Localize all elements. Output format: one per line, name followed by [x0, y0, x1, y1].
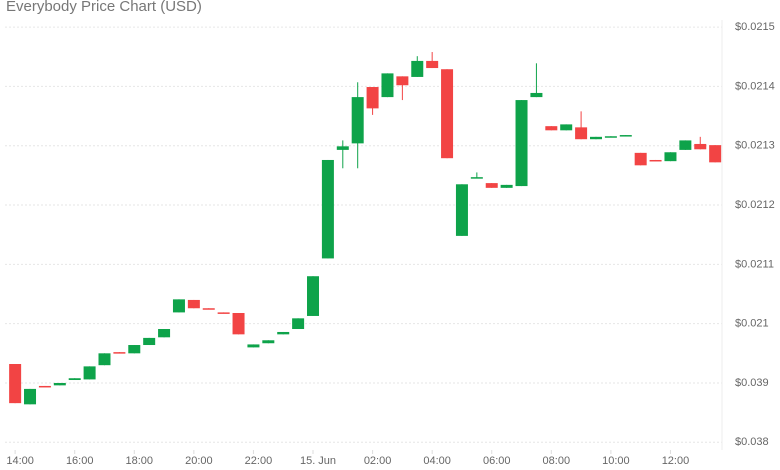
candle-body — [9, 364, 22, 404]
x-tick-label: 02:00 — [364, 455, 392, 467]
candle-body — [68, 378, 81, 381]
candle-body — [336, 146, 349, 150]
x-tick-label: 08:00 — [543, 455, 571, 467]
y-tick-label: $0.039 — [735, 377, 769, 389]
candle-body — [128, 345, 141, 354]
candle-body — [411, 60, 424, 77]
candle-body — [530, 92, 543, 98]
candle-body — [24, 388, 37, 405]
candle-body — [83, 366, 96, 380]
candle-body — [470, 177, 483, 179]
candle-body — [545, 126, 558, 131]
candle-body — [53, 382, 66, 386]
x-tick-label: 14:00 — [6, 455, 34, 467]
candle-body — [247, 344, 260, 348]
candle-body — [366, 87, 379, 109]
candle-body — [619, 135, 632, 137]
y-tick-label: $0.0213 — [735, 140, 775, 152]
y-tick-label: $0.0212 — [735, 199, 775, 211]
candle-body — [664, 152, 677, 162]
candle-body — [426, 60, 439, 69]
candle-body — [575, 127, 588, 140]
x-tick-label: 10:00 — [602, 455, 630, 467]
x-tick-label: 06:00 — [483, 455, 511, 467]
candle-body — [307, 276, 320, 316]
candle-body — [292, 318, 305, 330]
x-tick-label: 15. Jun — [300, 455, 336, 467]
candle-body — [589, 136, 602, 140]
x-tick-label: 16:00 — [66, 455, 94, 467]
candle-body — [381, 73, 394, 98]
candle-body — [187, 299, 200, 309]
x-tick-label: 22:00 — [245, 455, 273, 467]
candle-body — [634, 152, 647, 166]
candle-body — [604, 136, 617, 138]
candle-body — [649, 159, 662, 162]
candle-body — [217, 312, 230, 314]
y-tick-label: $0.038 — [735, 436, 769, 448]
x-tick-label: 18:00 — [126, 455, 154, 467]
y-tick-label: $0.021 — [735, 318, 769, 330]
candle-body — [396, 76, 409, 86]
candle-body — [515, 100, 528, 187]
chart-title: Everybody Price Chart (USD) — [6, 0, 202, 15]
candle-body — [321, 159, 334, 259]
candle-body — [277, 331, 290, 335]
candle-body — [694, 143, 707, 150]
candle-body — [679, 140, 692, 150]
y-tick-label: $0.0211 — [735, 258, 774, 270]
candle-body — [500, 184, 513, 188]
candle-body — [455, 184, 468, 236]
candle-body — [38, 385, 51, 388]
candle-body — [172, 299, 185, 313]
candle-body — [485, 183, 498, 188]
candle-body — [113, 352, 126, 354]
candle-body — [202, 308, 215, 310]
x-tick-label: 04:00 — [423, 455, 451, 467]
candle-body — [98, 353, 111, 366]
candle-body — [351, 97, 364, 144]
y-tick-label: $0.0215 — [735, 21, 775, 33]
x-tick-label: 20:00 — [185, 455, 213, 467]
x-tick-label: 12:00 — [662, 455, 690, 467]
candle-body — [441, 69, 454, 159]
candle-body — [143, 337, 156, 346]
candle-body — [158, 329, 171, 338]
candle-body — [262, 340, 275, 344]
y-tick-label: $0.0214 — [735, 80, 775, 92]
candle-body — [709, 145, 722, 163]
candle-body — [232, 312, 245, 335]
candle-body — [560, 124, 573, 131]
